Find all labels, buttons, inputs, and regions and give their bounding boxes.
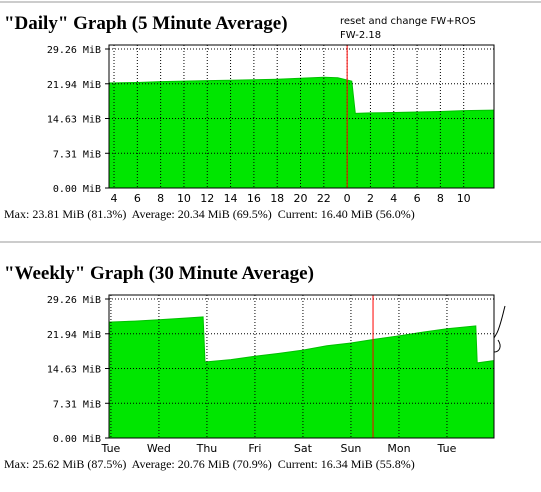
x-tick-label: Wed	[147, 442, 171, 455]
x-tick-label: 6	[414, 192, 421, 205]
y-tick-label: 29.26 MiB	[47, 45, 101, 56]
y-tick-label: 0.00 MiB	[53, 434, 101, 445]
x-tick-label: 18	[270, 192, 284, 205]
y-tick-label: 14.63 MiB	[47, 115, 101, 126]
x-tick-label: Sun	[340, 442, 361, 455]
x-tick-label: 10	[457, 192, 471, 205]
x-tick-label: 4	[111, 192, 118, 205]
x-tick-label: Tue	[101, 442, 121, 455]
y-tick-label: 0.00 MiB	[53, 184, 101, 195]
plot-frame	[108, 44, 495, 189]
x-tick-label: Fri	[248, 442, 261, 455]
stats: Max: 25.62 MiB (87.5%) Average: 20.76 Mi…	[4, 457, 415, 471]
x-tick-label: 16	[247, 192, 261, 205]
chart-title: "Weekly" Graph (30 Minute Average)	[4, 263, 314, 284]
area	[108, 316, 495, 439]
x-tick-label: 6	[134, 192, 141, 205]
y-tick-label: 7.31 MiB	[53, 399, 101, 410]
y-tick-label: 21.94 MiB	[47, 80, 101, 91]
y-tick-label: 14.63 MiB	[47, 365, 101, 376]
x-tick-label: 22	[317, 192, 331, 205]
x-tick-label: 2	[367, 192, 374, 205]
x-tick-label: 20	[294, 192, 308, 205]
plot-frame	[108, 294, 495, 439]
y-tick-label: 7.31 MiB	[53, 149, 101, 160]
x-tick-label: 4	[390, 192, 397, 205]
x-tick-label: 10	[177, 192, 191, 205]
y-tick-label: 21.94 MiB	[47, 330, 101, 341]
x-tick-label: 12	[200, 192, 214, 205]
x-tick-label: 8	[157, 192, 164, 205]
x-tick-label: 0	[344, 192, 351, 205]
annotation: FW-2.18	[340, 30, 381, 41]
y-tick-label: 29.26 MiB	[47, 295, 101, 306]
chart-title: "Daily" Graph (5 Minute Average)	[4, 13, 288, 34]
x-tick-label: 14	[224, 192, 238, 205]
x-tick-label: 8	[437, 192, 444, 205]
x-tick-label: Mon	[387, 442, 410, 455]
annotation: reset and change FW+ROS	[340, 16, 476, 27]
x-tick-label: Sat	[294, 442, 313, 455]
area	[108, 76, 495, 189]
stats: Max: 23.81 MiB (81.3%) Average: 20.34 Mi…	[4, 207, 415, 221]
x-tick-label: Thu	[196, 442, 218, 455]
x-tick-label: Tue	[437, 442, 457, 455]
